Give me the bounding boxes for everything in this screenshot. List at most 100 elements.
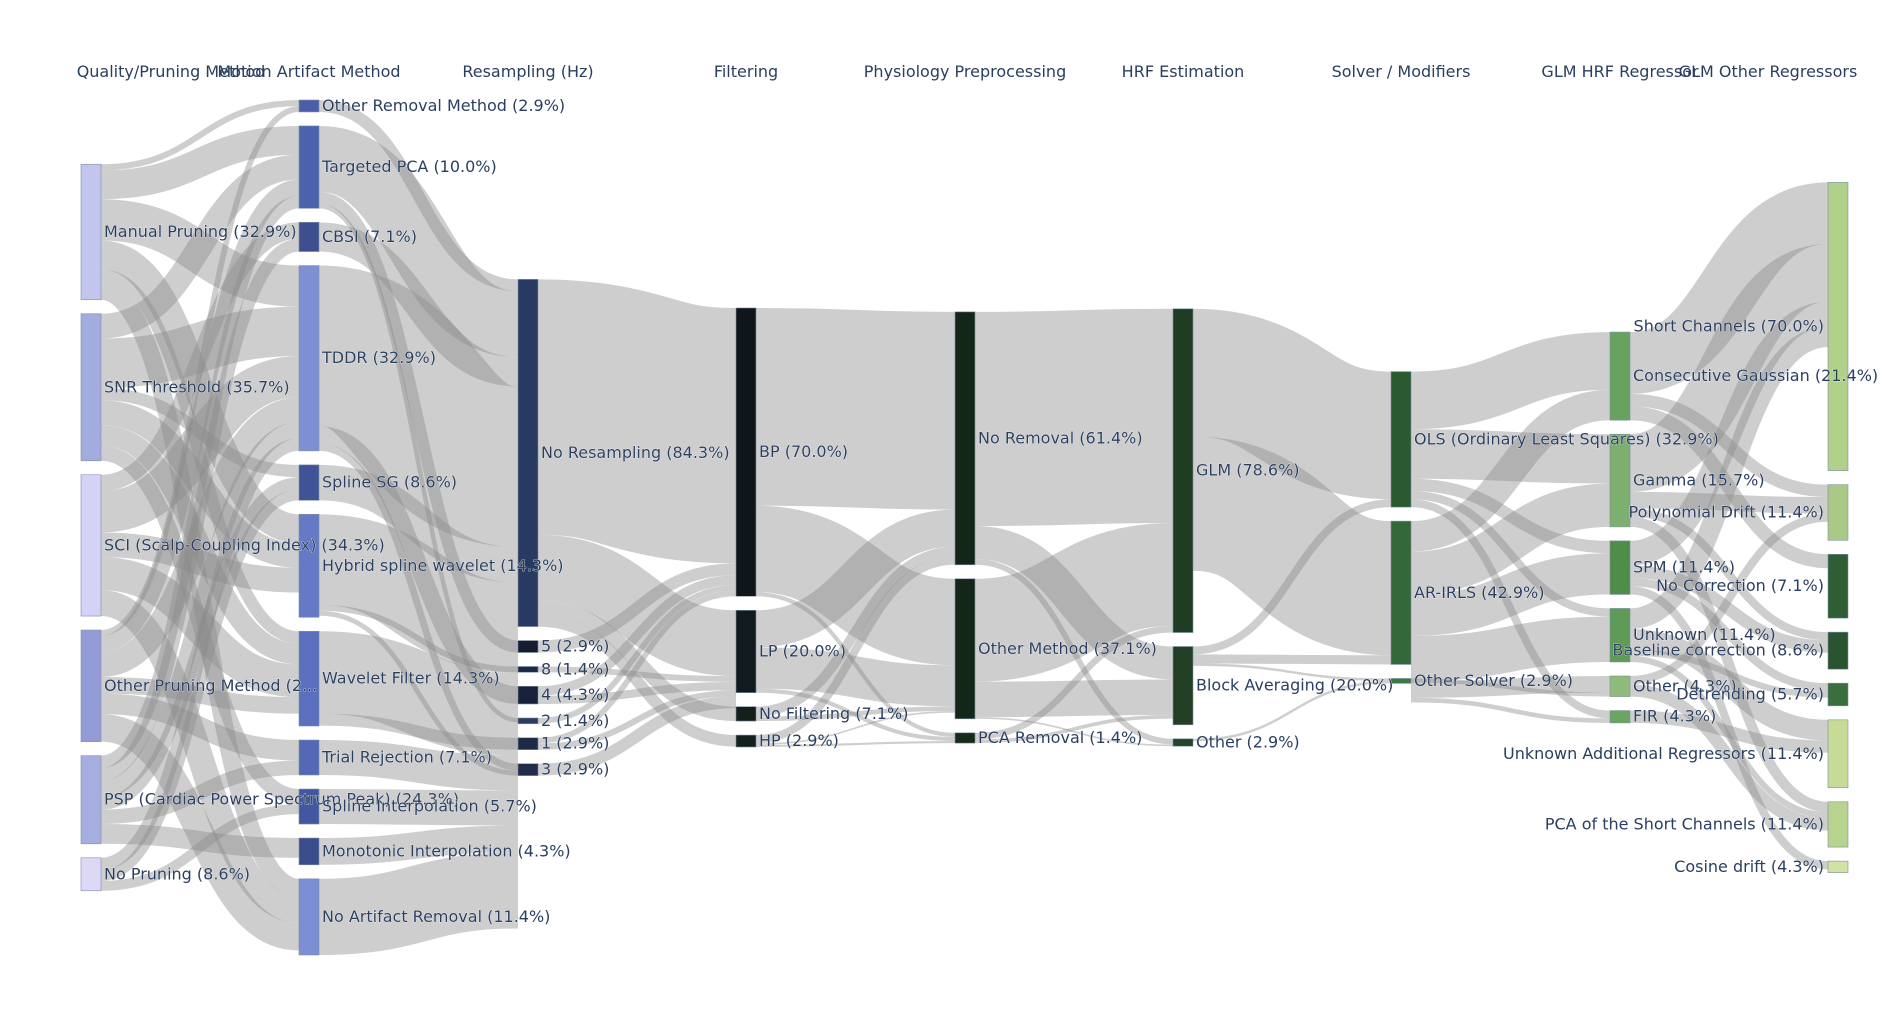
flow-link[interactable] bbox=[755, 647, 956, 707]
flow-link[interactable] bbox=[318, 740, 519, 791]
flow-link[interactable] bbox=[1410, 616, 1611, 682]
flow-link[interactable] bbox=[1192, 499, 1392, 655]
flow-link[interactable] bbox=[1410, 478, 1611, 554]
node-bar[interactable] bbox=[80, 313, 102, 462]
flow-link[interactable] bbox=[754, 505, 957, 666]
node-bar[interactable] bbox=[735, 734, 757, 748]
flow-link[interactable] bbox=[318, 99, 519, 292]
node-bar[interactable] bbox=[298, 878, 320, 956]
flow-link[interactable] bbox=[318, 825, 519, 865]
flow-link[interactable] bbox=[1410, 491, 1611, 617]
flow-link[interactable] bbox=[537, 615, 737, 747]
node-bar[interactable] bbox=[1390, 678, 1412, 684]
flow-link[interactable] bbox=[100, 199, 300, 307]
node-bar[interactable] bbox=[80, 163, 102, 301]
node-bar[interactable] bbox=[1827, 719, 1849, 789]
node-bar[interactable] bbox=[80, 857, 102, 892]
flow-link[interactable] bbox=[755, 556, 956, 744]
flow-link[interactable] bbox=[755, 592, 956, 737]
node-bar[interactable] bbox=[1390, 371, 1412, 508]
flow-link[interactable] bbox=[100, 693, 300, 761]
flow-link[interactable] bbox=[100, 125, 300, 200]
node-bar[interactable] bbox=[1609, 608, 1631, 663]
flow-link[interactable] bbox=[1190, 308, 1394, 500]
node-bar[interactable] bbox=[1609, 331, 1631, 421]
node-bar[interactable] bbox=[517, 763, 539, 776]
flow-link[interactable] bbox=[1629, 649, 1829, 698]
flow-link[interactable] bbox=[100, 477, 300, 810]
flow-link[interactable] bbox=[1629, 406, 1829, 569]
flow-link[interactable] bbox=[1410, 697, 1611, 723]
node-bar[interactable] bbox=[1827, 801, 1849, 848]
node-bar[interactable] bbox=[1827, 484, 1849, 541]
flow-link[interactable] bbox=[100, 557, 300, 698]
flow-link[interactable] bbox=[313, 265, 524, 548]
flow-link[interactable] bbox=[318, 443, 519, 771]
node-bar[interactable] bbox=[1827, 682, 1849, 707]
node-bar[interactable] bbox=[298, 464, 320, 501]
flow-link[interactable] bbox=[755, 307, 956, 510]
node-bar[interactable] bbox=[298, 222, 320, 252]
flow-link[interactable] bbox=[1627, 182, 1831, 394]
flow-link[interactable] bbox=[1629, 491, 1829, 514]
flow-link[interactable] bbox=[99, 281, 301, 897]
flow-link[interactable] bbox=[1410, 678, 1611, 697]
flow-link[interactable] bbox=[318, 852, 519, 955]
node-bar[interactable] bbox=[80, 629, 102, 742]
flow-link[interactable] bbox=[100, 387, 300, 478]
flow-link[interactable] bbox=[100, 422, 300, 798]
node-bar[interactable] bbox=[80, 474, 102, 617]
flow-link[interactable] bbox=[1410, 389, 1611, 552]
flow-link[interactable] bbox=[100, 804, 300, 891]
flow-link[interactable] bbox=[1627, 244, 1831, 492]
flow-link[interactable] bbox=[1629, 516, 1829, 813]
node-bar[interactable] bbox=[1827, 182, 1849, 471]
flow-link[interactable] bbox=[100, 195, 300, 769]
flow-link[interactable] bbox=[100, 222, 300, 492]
node-bar[interactable] bbox=[298, 125, 320, 209]
flow-link[interactable] bbox=[100, 489, 300, 881]
flow-link[interactable] bbox=[974, 308, 1174, 527]
node-bar[interactable] bbox=[298, 630, 320, 727]
flow-link[interactable] bbox=[537, 584, 737, 724]
node-bar[interactable] bbox=[517, 685, 539, 705]
flow-link[interactable] bbox=[100, 100, 300, 171]
flow-link[interactable] bbox=[100, 400, 300, 568]
node-bar[interactable] bbox=[1827, 860, 1849, 873]
flow-link[interactable] bbox=[99, 179, 301, 653]
flow-link[interactable] bbox=[1192, 680, 1392, 742]
flow-link[interactable] bbox=[99, 356, 301, 533]
flow-link[interactable] bbox=[318, 789, 519, 826]
flow-link[interactable] bbox=[1628, 301, 1830, 566]
node-bar[interactable] bbox=[517, 717, 539, 725]
node-bar[interactable] bbox=[517, 666, 539, 673]
node-bar[interactable] bbox=[1827, 631, 1849, 670]
node-bar[interactable] bbox=[735, 307, 757, 597]
node-bar[interactable] bbox=[298, 837, 320, 866]
flow-link[interactable] bbox=[1629, 629, 1829, 741]
flow-link[interactable] bbox=[1629, 684, 1829, 831]
flow-link[interactable] bbox=[318, 203, 519, 723]
flow-link[interactable] bbox=[100, 760, 300, 825]
flow-link[interactable] bbox=[973, 522, 1175, 682]
flow-link[interactable] bbox=[100, 306, 300, 388]
flow-link[interactable] bbox=[1629, 577, 1829, 692]
flow-link[interactable] bbox=[1629, 565, 1829, 653]
flow-link[interactable] bbox=[100, 824, 300, 858]
node-bar[interactable] bbox=[1172, 738, 1194, 747]
node-bar[interactable] bbox=[1390, 520, 1412, 665]
flow-link[interactable] bbox=[318, 222, 519, 387]
flow-link[interactable] bbox=[755, 688, 956, 742]
flow-link[interactable] bbox=[100, 677, 300, 714]
flow-link[interactable] bbox=[537, 600, 737, 722]
flow-link[interactable] bbox=[1629, 655, 1829, 819]
flow-link[interactable] bbox=[1410, 429, 1611, 484]
node-bar[interactable] bbox=[298, 739, 320, 776]
flow-link[interactable] bbox=[537, 575, 737, 696]
flow-link[interactable] bbox=[100, 106, 300, 636]
flow-link[interactable] bbox=[537, 681, 737, 704]
node-bar[interactable] bbox=[80, 755, 102, 845]
flow-link[interactable] bbox=[755, 509, 956, 648]
flow-link[interactable] bbox=[537, 563, 737, 653]
flow-link[interactable] bbox=[1192, 654, 1392, 665]
